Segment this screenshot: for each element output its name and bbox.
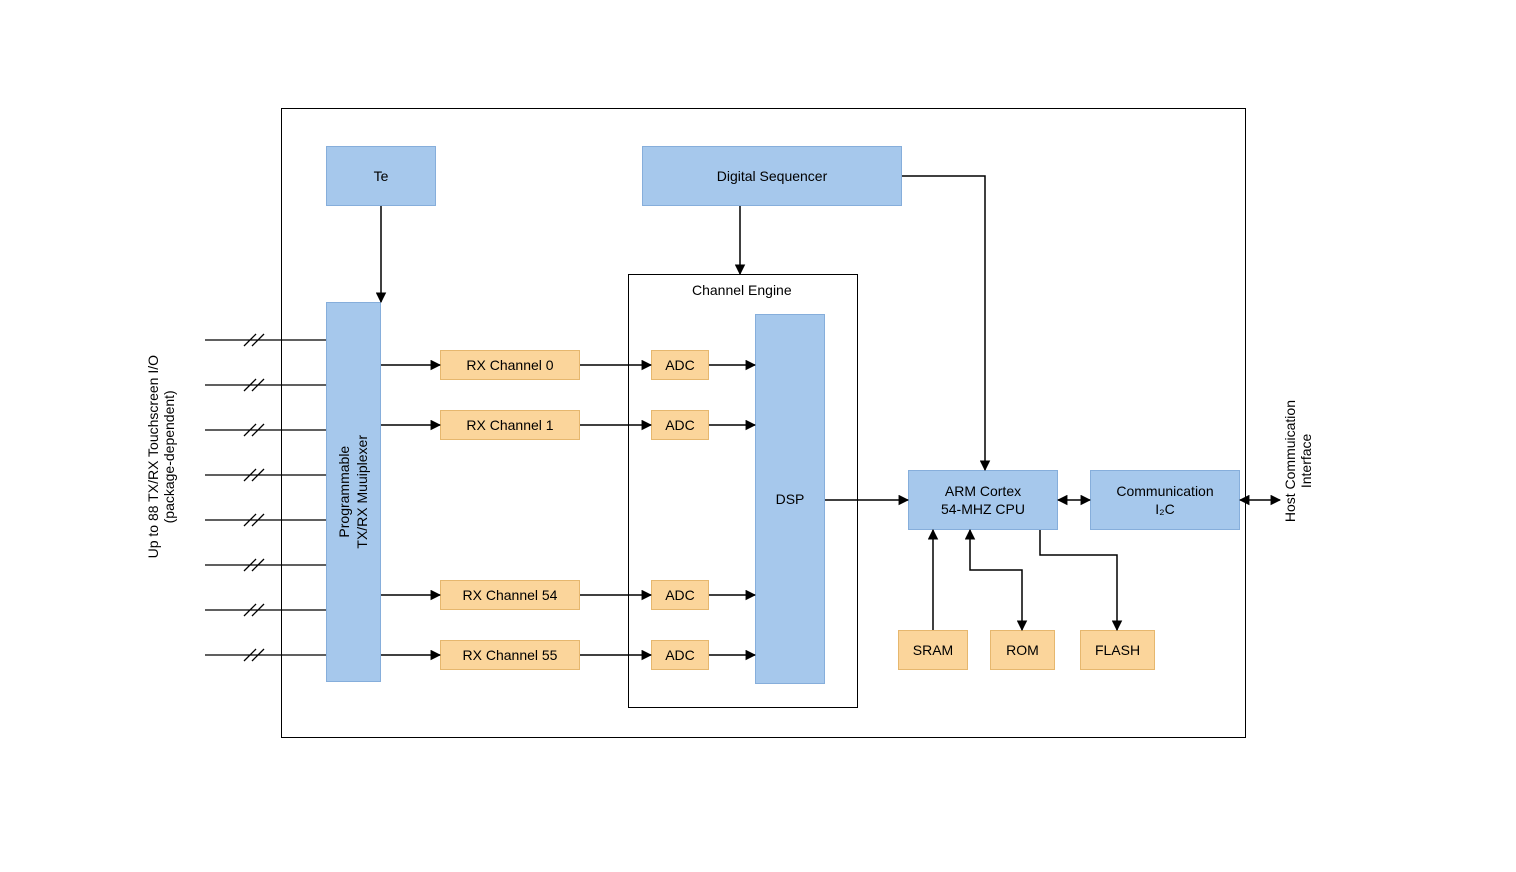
block-dsp: DSP xyxy=(755,314,825,684)
block-digital-sequencer: Digital Sequencer xyxy=(642,146,902,206)
block-adc55: ADC xyxy=(651,640,709,670)
block-digseq-label: Digital Sequencer xyxy=(717,167,828,185)
channel-engine-label: Channel Engine xyxy=(692,282,792,298)
right-io-label: Host Commuication Interface xyxy=(1282,400,1322,600)
block-te-label: Te xyxy=(374,167,389,185)
left-io-label-line2: (package-dependent) xyxy=(161,390,177,523)
block-adc0-label: ADC xyxy=(665,356,695,374)
block-adc0: ADC xyxy=(651,350,709,380)
block-adc54-label: ADC xyxy=(665,586,695,604)
block-comm-label1: Communication xyxy=(1116,482,1213,500)
right-io-label-line2: Interface xyxy=(1298,434,1314,488)
block-rx54: RX Channel 54 xyxy=(440,580,580,610)
block-te: Te xyxy=(326,146,436,206)
block-cpu: ARM Cortex 54-MHZ CPU xyxy=(908,470,1058,530)
block-sram: SRAM xyxy=(898,630,968,670)
left-io-label: Up to 88 TX/RX Touchscreen I/O (package-… xyxy=(145,355,185,635)
block-mux-label1: Programmable xyxy=(336,446,352,538)
block-flash-label: FLASH xyxy=(1095,641,1140,659)
block-rom-label: ROM xyxy=(1006,641,1039,659)
block-adc54: ADC xyxy=(651,580,709,610)
block-mux: Programmable TX/RX Muuiplexer xyxy=(326,302,381,682)
block-sram-label: SRAM xyxy=(913,641,953,659)
block-dsp-label: DSP xyxy=(776,490,805,508)
block-adc55-label: ADC xyxy=(665,646,695,664)
block-rx0-label: RX Channel 0 xyxy=(466,356,553,374)
block-flash: FLASH xyxy=(1080,630,1155,670)
block-rom: ROM xyxy=(990,630,1055,670)
block-rx1-label: RX Channel 1 xyxy=(466,416,553,434)
block-mux-label2: TX/RX Muuiplexer xyxy=(355,435,371,549)
block-adc1-label: ADC xyxy=(665,416,695,434)
right-io-label-line1: Host Commuication xyxy=(1282,400,1298,522)
block-comm-label2: I₂C xyxy=(1155,500,1174,518)
left-io-label-line1: Up to 88 TX/RX Touchscreen I/O xyxy=(145,355,161,558)
block-rx54-label: RX Channel 54 xyxy=(463,586,558,604)
block-rx55-label: RX Channel 55 xyxy=(463,646,558,664)
block-adc1: ADC xyxy=(651,410,709,440)
block-cpu-label1: ARM Cortex xyxy=(945,482,1021,500)
block-rx55: RX Channel 55 xyxy=(440,640,580,670)
block-rx0: RX Channel 0 xyxy=(440,350,580,380)
block-comm: Communication I₂C xyxy=(1090,470,1240,530)
block-rx1: RX Channel 1 xyxy=(440,410,580,440)
block-cpu-label2: 54-MHZ CPU xyxy=(941,500,1025,518)
diagram-canvas: Up to 88 TX/RX Touchscreen I/O (package-… xyxy=(0,0,1516,872)
